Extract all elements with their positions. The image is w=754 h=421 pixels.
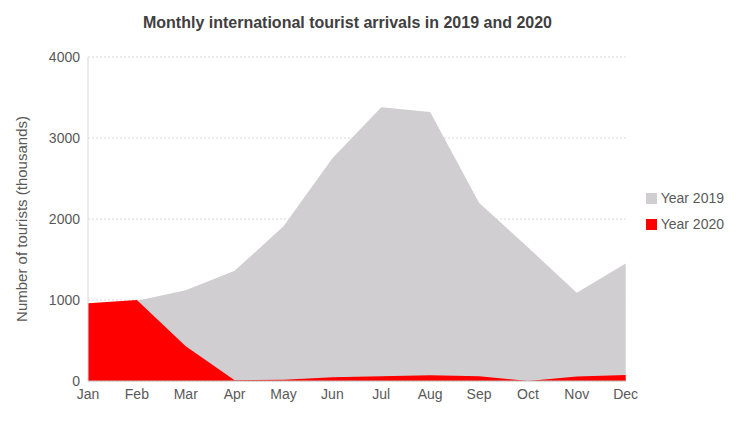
svg-text:0: 0: [72, 373, 80, 389]
svg-text:Jun: Jun: [321, 386, 344, 402]
svg-text:Mar: Mar: [174, 386, 198, 402]
svg-text:Feb: Feb: [125, 386, 149, 402]
svg-text:Jul: Jul: [372, 386, 390, 402]
svg-text:Aug: Aug: [418, 386, 443, 402]
svg-text:3000: 3000: [49, 130, 80, 146]
svg-text:Nov: Nov: [564, 386, 589, 402]
svg-text:2000: 2000: [49, 211, 80, 227]
svg-text:Apr: Apr: [224, 386, 246, 402]
svg-text:Sep: Sep: [467, 386, 492, 402]
svg-text:1000: 1000: [49, 292, 80, 308]
svg-text:Number of tourists (thousands): Number of tourists (thousands): [13, 116, 30, 322]
svg-text:May: May: [270, 386, 296, 402]
html-text:Year 2020: Year 2020: [660, 215, 724, 232]
svg-text:Oct: Oct: [517, 386, 539, 402]
svg-text:Dec: Dec: [613, 386, 638, 402]
html-text:Monthly international tourist: Monthly international tourist arrivals i…: [143, 14, 552, 31]
html-text:Year 2019: Year 2019: [660, 189, 724, 206]
svg-text:4000: 4000: [49, 49, 80, 65]
svg-text:Jan: Jan: [77, 386, 100, 402]
